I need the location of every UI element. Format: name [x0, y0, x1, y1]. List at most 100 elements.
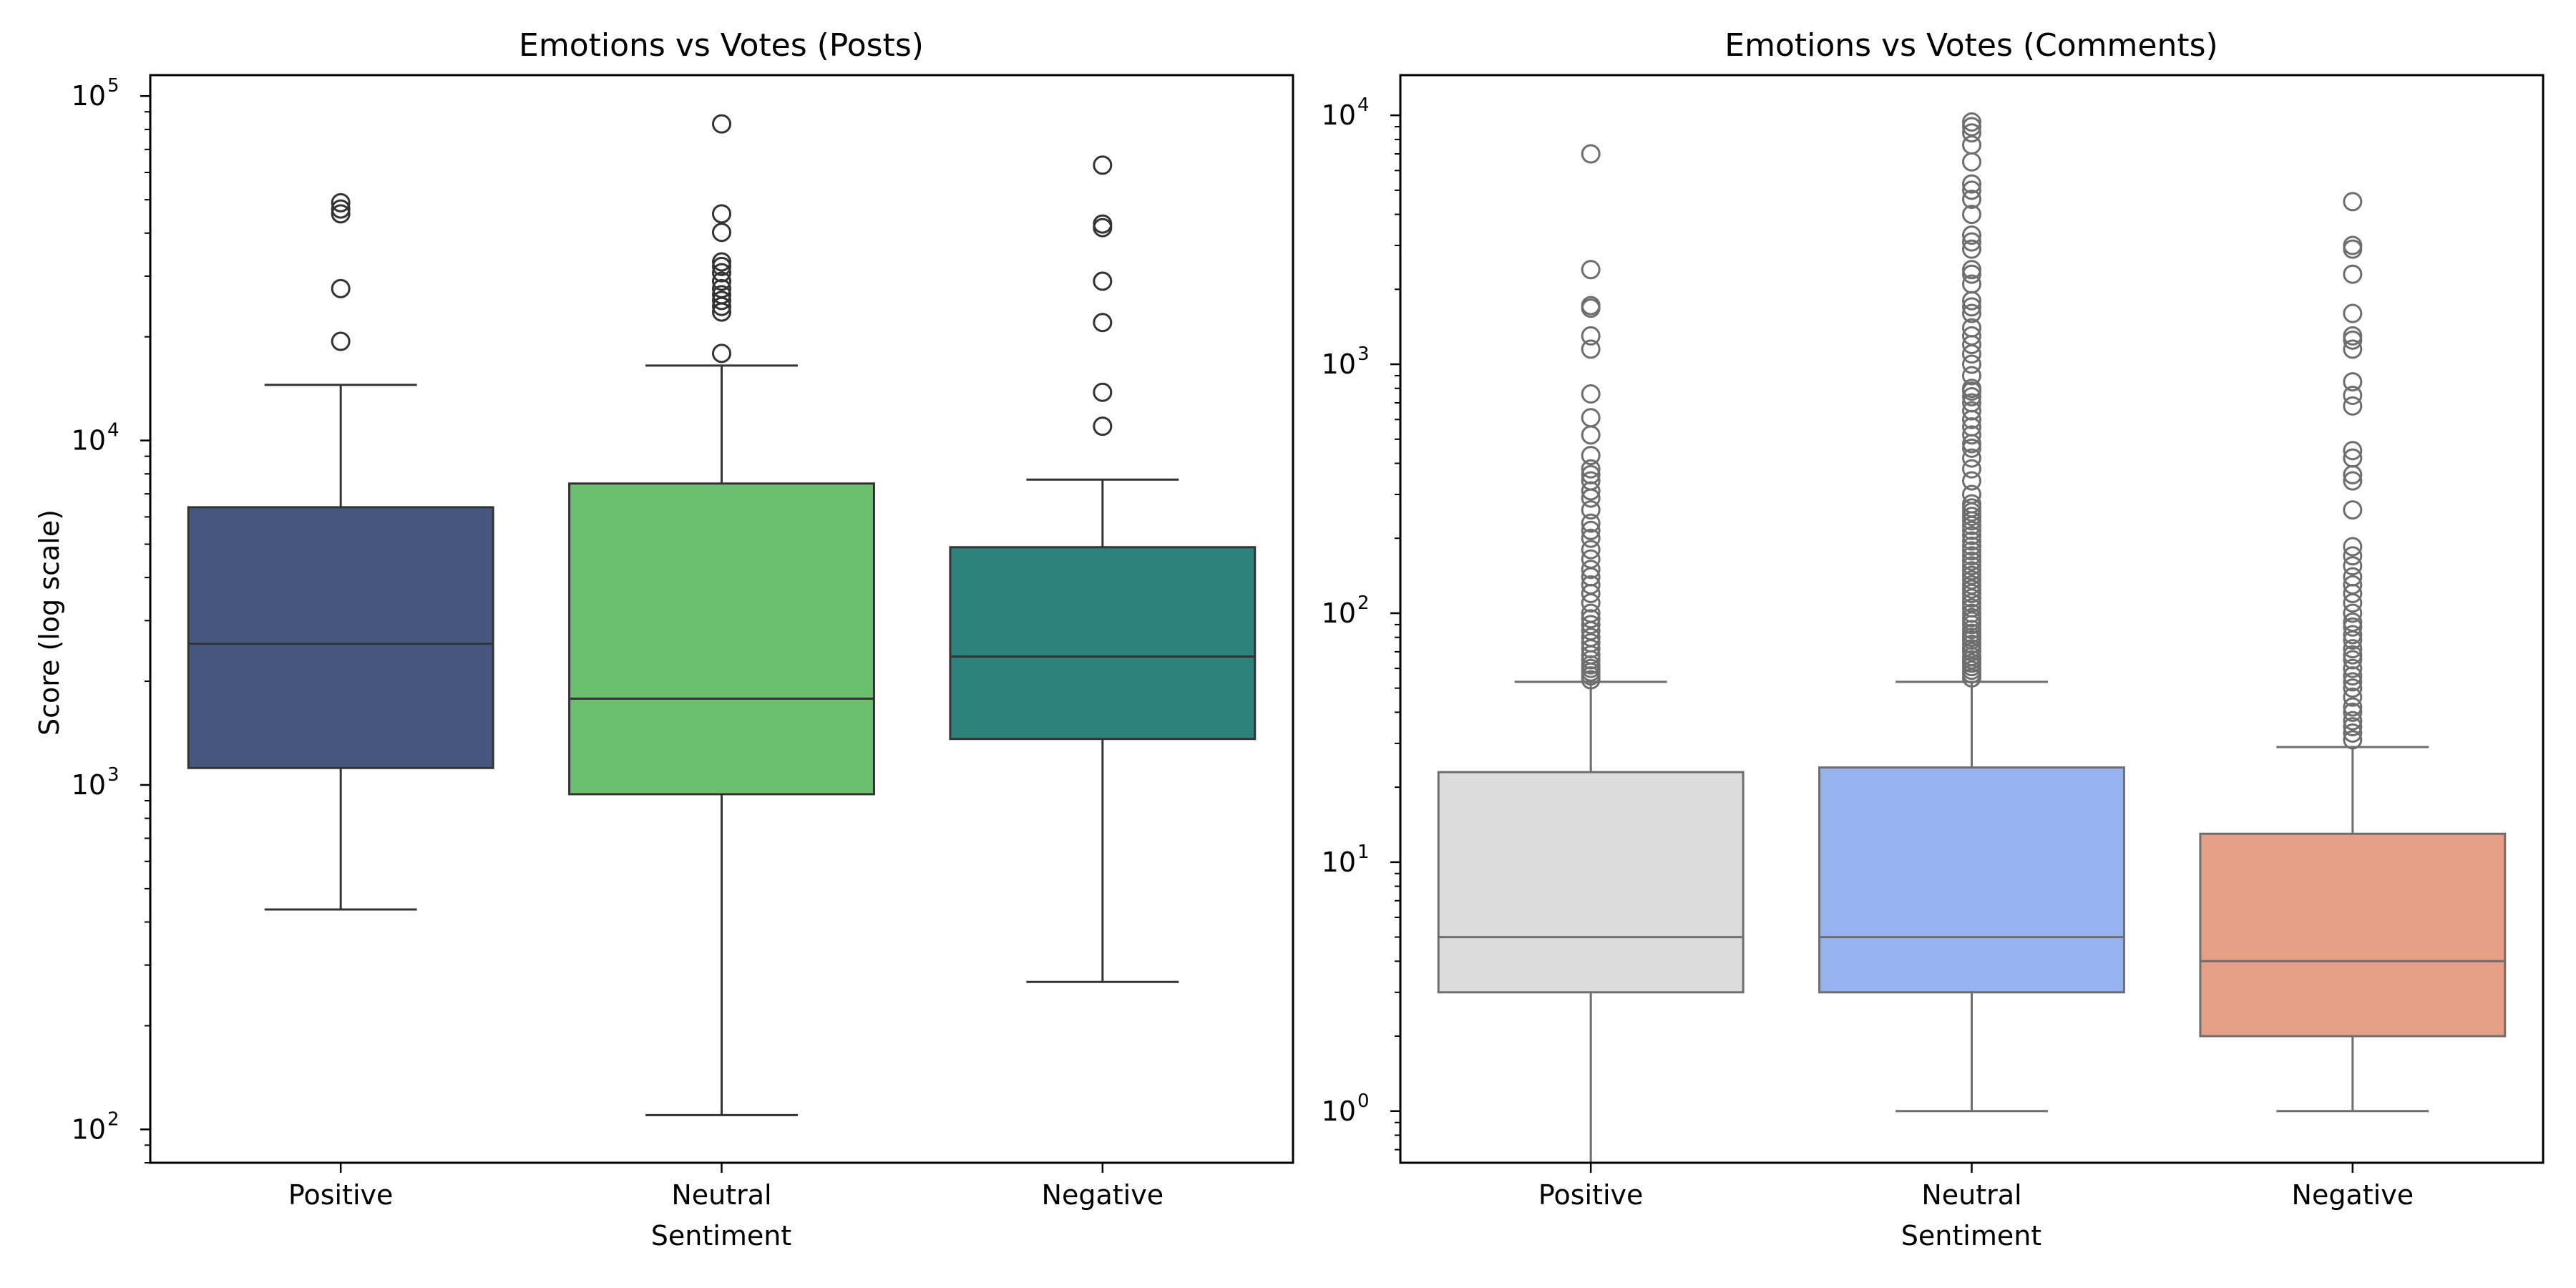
comments-outlier-point — [1962, 575, 1981, 595]
comments-outlier-point — [2343, 567, 2363, 587]
comments-outlier-point — [1962, 598, 1981, 618]
comments-outlier-point — [1962, 546, 1981, 566]
comments-outlier-point — [1581, 633, 1601, 653]
comments-outlier-point — [2343, 264, 2363, 284]
posts-outlier-point — [712, 223, 731, 243]
comments-outlier-point — [2343, 639, 2363, 659]
posts-y-tick-exponent: 4 — [107, 420, 119, 441]
posts-y-tick-label: 10 — [72, 80, 106, 112]
comments-outlier-point — [1962, 326, 1981, 346]
comments-outlier-point — [1962, 318, 1981, 338]
comments-outlier-point — [1581, 296, 1601, 316]
comments-outlier-point — [2343, 617, 2363, 637]
posts-outlier-point — [1093, 416, 1113, 436]
comments-outlier-point — [1581, 628, 1601, 648]
posts-y-tick-label: 10 — [72, 425, 106, 457]
comments-outlier-point — [2343, 711, 2363, 731]
posts-box-positive — [187, 192, 494, 911]
comments-outlier-point — [1962, 387, 1981, 407]
comments-outlier-point — [2343, 235, 2363, 255]
posts-outlier-point — [331, 192, 351, 213]
comments-box-neutral — [1818, 112, 2125, 1113]
comments-outlier-point — [2343, 687, 2363, 707]
comments-outlier-point — [1581, 464, 1601, 484]
posts-x-tick-label-positive: Positive — [288, 1179, 394, 1211]
posts-y-tick-label: 10 — [72, 769, 106, 801]
comments-y-tick-exponent: 1 — [1357, 841, 1370, 863]
posts-outlier-point — [712, 204, 731, 224]
comments-outlier-point — [1581, 446, 1601, 466]
comments-outlier-point — [2343, 603, 2363, 623]
comments-outlier-point — [2343, 556, 2363, 576]
comments-outlier-point — [1581, 500, 1601, 520]
comments-outlier-point — [1962, 264, 1981, 284]
comments-outlier-point — [2343, 717, 2363, 737]
posts-outlier-point — [1093, 382, 1113, 402]
comments-box-negative — [2199, 192, 2507, 1113]
posts-outlier-point — [331, 278, 351, 298]
comments-y-tick-exponent: 3 — [1357, 343, 1370, 365]
comments-outlier-point — [2343, 730, 2363, 750]
comments-outlier-point — [2343, 500, 2363, 520]
comments-boxes — [1437, 112, 2507, 1163]
comments-outlier-point — [2343, 575, 2363, 595]
comments-outlier-point — [1962, 556, 1981, 576]
comments-outlier-point — [1962, 565, 1981, 585]
comments-outlier-point — [2343, 645, 2363, 665]
comments-outlier-point — [2343, 303, 2363, 323]
comments-y-tick-label: 10 — [1322, 847, 1356, 878]
posts-outlier-point — [1093, 214, 1113, 234]
posts-iqr-box — [949, 546, 1257, 741]
posts-iqr-box — [187, 506, 494, 769]
comments-outlier-point — [1962, 459, 1981, 479]
posts-box-negative — [949, 155, 1257, 983]
comments-outlier-point — [1962, 303, 1981, 323]
comments-outlier-point — [1962, 520, 1981, 540]
comments-iqr-box — [1818, 766, 2125, 994]
comments-outlier-point — [1962, 393, 1981, 413]
comments-outlier-point — [1962, 274, 1981, 294]
comments-outlier-point — [2343, 448, 2363, 468]
posts-x-tick-label-neutral: Neutral — [671, 1179, 771, 1211]
comments-x-tick-label-neutral: Neutral — [1921, 1179, 2021, 1211]
comments-x-tick-label-positive: Positive — [1538, 1179, 1644, 1211]
comments-outlier-point — [1962, 471, 1981, 491]
comments-outlier-point — [1962, 354, 1981, 374]
comments-outlier-point — [1581, 540, 1601, 560]
comments-outlier-point — [2343, 441, 2363, 461]
posts-outlier-point — [712, 271, 731, 291]
comments-outlier-point — [2343, 678, 2363, 698]
posts-outlier-point — [712, 252, 731, 272]
comments-outlier-point — [1962, 484, 1981, 504]
comments-outlier-point — [2343, 625, 2363, 645]
posts-x-ticks: Positive Neutral Negative — [288, 1163, 1163, 1211]
comments-outlier-point — [1962, 525, 1981, 545]
comments-outlier-point — [1962, 561, 1981, 581]
posts-outlier-point — [331, 199, 351, 219]
comments-outlier-point — [2343, 192, 2363, 212]
comments-outlier-point — [2343, 546, 2363, 566]
comments-y-tick-label: 10 — [1322, 99, 1356, 131]
comments-outlier-point — [1962, 425, 1981, 445]
posts-outlier-point — [331, 331, 351, 351]
comments-y-tick-label: 10 — [1322, 597, 1356, 629]
comments-outlier-point — [1581, 575, 1601, 595]
comments-outlier-point — [1962, 174, 1981, 194]
posts-axes-frame — [149, 74, 1294, 1164]
comments-outlier-point — [2343, 613, 2363, 633]
comments-outlier-point — [1581, 520, 1601, 540]
posts-y-tick-exponent: 3 — [107, 764, 119, 786]
comments-outlier-point — [1962, 180, 1981, 200]
comments-outlier-point — [1962, 366, 1981, 386]
comments-outlier-point — [2343, 697, 2363, 717]
comments-outlier-point — [1962, 603, 1981, 623]
comments-x-tick-label-negative: Negative — [2292, 1179, 2414, 1211]
comments-outlier-point — [1581, 615, 1601, 635]
comments-outlier-point — [1962, 541, 1981, 561]
comments-outlier-point — [2343, 702, 2363, 722]
comments-box-positive — [1437, 144, 1745, 1163]
comments-outlier-point — [1581, 260, 1601, 280]
